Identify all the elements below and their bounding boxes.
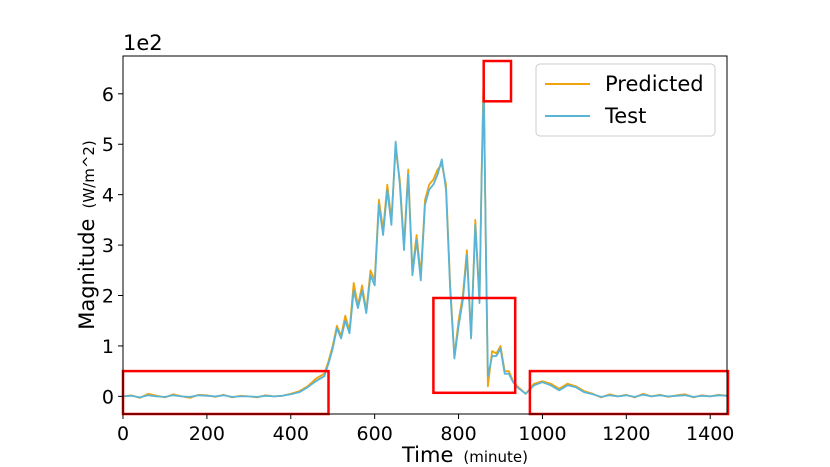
x-axis-ticks: 0 200 400 600 800 1000 1200 1400 [117, 414, 734, 445]
x-tick-label: 1400 [686, 423, 734, 445]
highlight-box [432, 296, 517, 395]
legend-predicted-label: Predicted [605, 72, 704, 96]
x-tick-label: 1200 [602, 423, 650, 445]
legend-test-label: Test [604, 104, 646, 128]
y-offset-label: 1e2 [123, 31, 163, 55]
y-tick-label: 6 [102, 84, 114, 106]
y-axis-title: Magnitude [75, 219, 99, 330]
y-axis-unit: (W/m^2) [80, 140, 98, 208]
plot-frame [122, 55, 728, 415]
y-axis-ticks: 0 1 2 3 4 5 6 [102, 84, 123, 408]
x-axis-label: Time (minute) [401, 443, 528, 467]
legend: Predicted Test [535, 63, 716, 137]
y-tick-label: 3 [102, 235, 114, 257]
x-tick-label: 600 [357, 423, 393, 445]
x-tick-label: 1000 [518, 423, 566, 445]
y-tick-label: 4 [102, 185, 114, 207]
y-tick-label: 5 [102, 134, 114, 156]
x-axis-title: Time [401, 443, 453, 467]
x-tick-label: 400 [273, 423, 309, 445]
plot-area [122, 70, 728, 399]
x-tick-label: 800 [440, 423, 476, 445]
y-tick-label: 1 [102, 336, 114, 358]
legend-box [535, 63, 716, 137]
y-axis-label: Magnitude (W/m^2) [75, 140, 99, 330]
highlight-box [528, 369, 730, 416]
highlight-box [482, 59, 513, 103]
series-line-test [122, 82, 728, 399]
x-tick-label: 0 [117, 423, 129, 445]
y-tick-label: 0 [102, 386, 114, 408]
x-axis-unit: (minute) [463, 448, 528, 466]
x-tick-label: 200 [189, 423, 225, 445]
y-tick-label: 2 [102, 286, 114, 308]
